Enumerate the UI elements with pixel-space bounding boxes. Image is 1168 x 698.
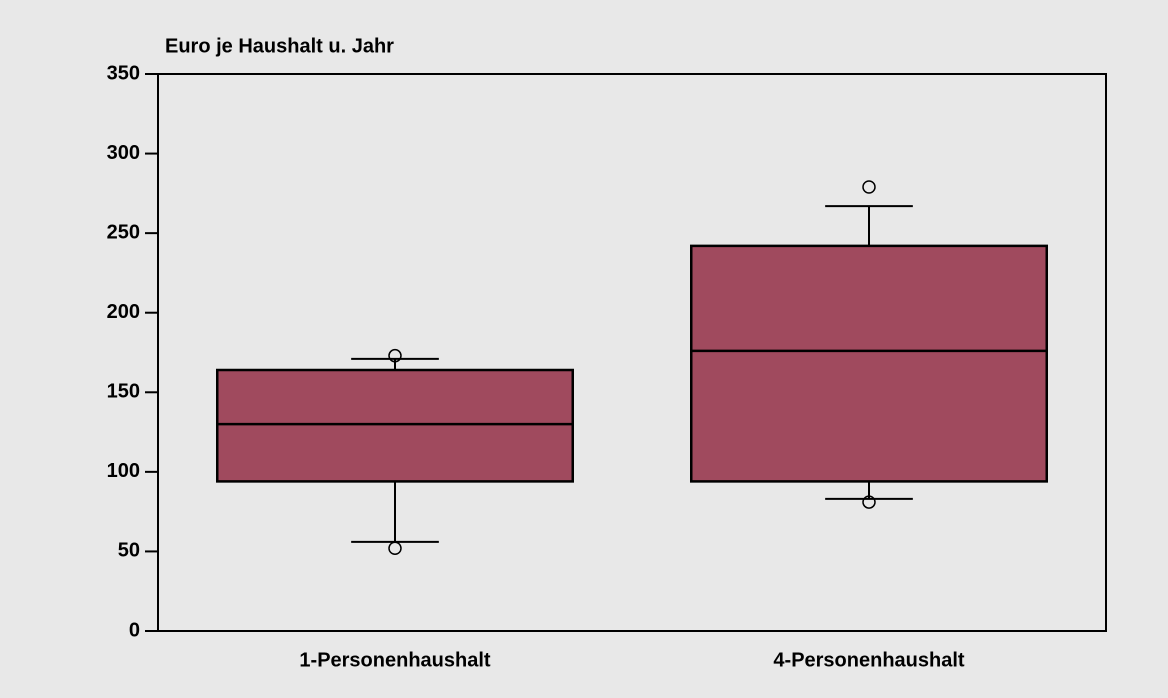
outlier (862, 495, 876, 509)
outlier (388, 348, 402, 363)
y-tick-label: 350 (107, 62, 140, 84)
y-tick-label: 150 (107, 381, 140, 403)
box (690, 244, 1048, 483)
y-tick-label: 300 (107, 142, 140, 164)
x-tick-label: 1-Personenhaushalt (299, 649, 491, 671)
y-tick-label: 0 (129, 619, 140, 641)
y-tick-label: 100 (107, 460, 140, 482)
plot-frame (157, 73, 1107, 632)
x-tick-label: 4-Personenhaushalt (773, 649, 965, 671)
outlier (388, 541, 402, 555)
y-axis-label: Euro je Haushalt u. Jahr (165, 35, 394, 57)
y-tick-label: 50 (118, 540, 140, 562)
box (216, 368, 574, 483)
outlier (862, 180, 876, 194)
y-tick-label: 200 (107, 301, 140, 323)
y-tick-label: 250 (107, 221, 140, 243)
